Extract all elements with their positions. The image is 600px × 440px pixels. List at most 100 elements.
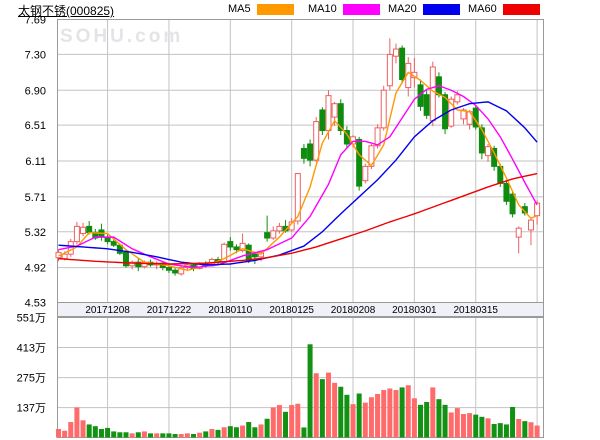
price-tick-label: 7.69 bbox=[25, 15, 46, 27]
candle-up bbox=[129, 261, 136, 267]
volume-bar bbox=[166, 433, 172, 438]
ma60-line bbox=[58, 172, 538, 265]
volume-bar bbox=[86, 424, 92, 438]
volume-bar bbox=[98, 429, 104, 438]
volume-bar bbox=[368, 397, 374, 438]
candle-down bbox=[509, 193, 516, 215]
legend-ma60: MA60 bbox=[468, 3, 540, 16]
axis-strip-border bbox=[57, 302, 544, 317]
legend-ma10-swatch bbox=[342, 4, 380, 15]
volume-bar bbox=[522, 421, 528, 438]
volume-bar bbox=[325, 372, 331, 438]
candle-up bbox=[270, 230, 277, 239]
candle-up bbox=[276, 225, 283, 232]
candle-down bbox=[251, 253, 258, 258]
volume-bar bbox=[393, 390, 399, 438]
legend-ma20-label: MA20 bbox=[388, 3, 417, 15]
candle-up bbox=[429, 66, 436, 122]
candle-down bbox=[356, 139, 363, 187]
volume-bar bbox=[258, 424, 264, 438]
chart-header: 太钢不锈(000825) MA5 MA10 MA20 MA60 bbox=[0, 0, 600, 19]
volume-bar bbox=[123, 432, 129, 438]
candle-up bbox=[386, 53, 393, 87]
stock-code: (000825) bbox=[66, 4, 115, 18]
volume-bar bbox=[148, 433, 154, 438]
price-tick-label: 6.51 bbox=[25, 120, 46, 132]
date-tick-label: 20180315 bbox=[453, 305, 498, 316]
volume-bar bbox=[184, 433, 190, 438]
volume-bar bbox=[240, 425, 246, 438]
candle-down bbox=[300, 147, 307, 159]
date-tick-label: 20171222 bbox=[147, 305, 192, 316]
candle-down bbox=[245, 244, 252, 261]
date-tick-label: 20180125 bbox=[269, 305, 314, 316]
date-tick-label: 20171208 bbox=[85, 305, 130, 316]
candle-up bbox=[534, 202, 541, 217]
volume-bar bbox=[172, 434, 178, 438]
volume-bar bbox=[105, 427, 111, 438]
candle-up bbox=[325, 95, 332, 132]
volume-bar bbox=[479, 416, 485, 438]
volume-bar bbox=[68, 422, 74, 438]
volume-bar bbox=[135, 432, 141, 438]
candle-up bbox=[73, 225, 80, 243]
volume-bar bbox=[399, 387, 405, 438]
candle-down bbox=[233, 246, 240, 251]
candle-up bbox=[460, 109, 467, 120]
volume-bar bbox=[534, 425, 540, 438]
volume-tick-label: 137万 bbox=[17, 403, 46, 415]
candle-up bbox=[515, 227, 522, 238]
candle-down bbox=[264, 232, 271, 239]
candle-up bbox=[392, 48, 399, 57]
stock-title-link[interactable]: 太钢不锈(000825) bbox=[18, 2, 114, 19]
candle-down bbox=[122, 251, 129, 267]
volume-bar bbox=[516, 418, 522, 438]
volume-bar bbox=[80, 420, 86, 438]
price-tick-label: 5.32 bbox=[25, 227, 46, 239]
legend-ma60-label: MA60 bbox=[468, 3, 497, 15]
volume-bar bbox=[375, 393, 381, 438]
date-tick-label: 20180301 bbox=[392, 305, 437, 316]
volume-bar bbox=[467, 413, 473, 438]
volume-bar bbox=[387, 388, 393, 438]
legend-ma5-swatch bbox=[256, 4, 294, 15]
volume-plot-border bbox=[57, 317, 544, 438]
volume-bar bbox=[276, 405, 282, 438]
volume-bar bbox=[117, 432, 123, 438]
candle-up bbox=[362, 165, 369, 182]
candle-up bbox=[313, 121, 320, 161]
candle-down bbox=[307, 143, 314, 161]
candle-down bbox=[503, 182, 510, 202]
volume-bar bbox=[424, 402, 430, 438]
volume-bar bbox=[497, 423, 503, 438]
candle-down bbox=[110, 241, 117, 246]
volume-bar bbox=[154, 433, 160, 438]
stock-name: 太钢不锈 bbox=[18, 4, 67, 18]
volume-bar bbox=[436, 399, 442, 438]
ma10-line bbox=[58, 85, 538, 269]
legend-ma20-swatch bbox=[422, 4, 460, 15]
legend-ma20: MA20 bbox=[388, 3, 460, 16]
candle-down bbox=[319, 109, 326, 132]
volume-bar bbox=[221, 427, 227, 438]
date-tick-label: 20180208 bbox=[331, 305, 376, 316]
candle-up bbox=[527, 219, 534, 231]
volume-bar bbox=[510, 407, 516, 438]
ma5-line bbox=[58, 71, 538, 271]
volume-bar bbox=[203, 431, 209, 438]
price-tick-label: 4.53 bbox=[25, 298, 46, 310]
volume-bar bbox=[313, 373, 319, 438]
volume-bar bbox=[485, 418, 491, 438]
volume-bar bbox=[74, 407, 80, 438]
legend-ma60-swatch bbox=[502, 4, 540, 15]
candle-up bbox=[448, 98, 455, 127]
volume-bar bbox=[491, 423, 497, 438]
volume-bar bbox=[295, 403, 301, 438]
volume-bar bbox=[307, 344, 313, 438]
volume-tick-label: 413万 bbox=[17, 343, 46, 355]
volume-bar bbox=[141, 431, 147, 438]
candle-up bbox=[178, 267, 185, 275]
volume-bar bbox=[344, 394, 350, 438]
